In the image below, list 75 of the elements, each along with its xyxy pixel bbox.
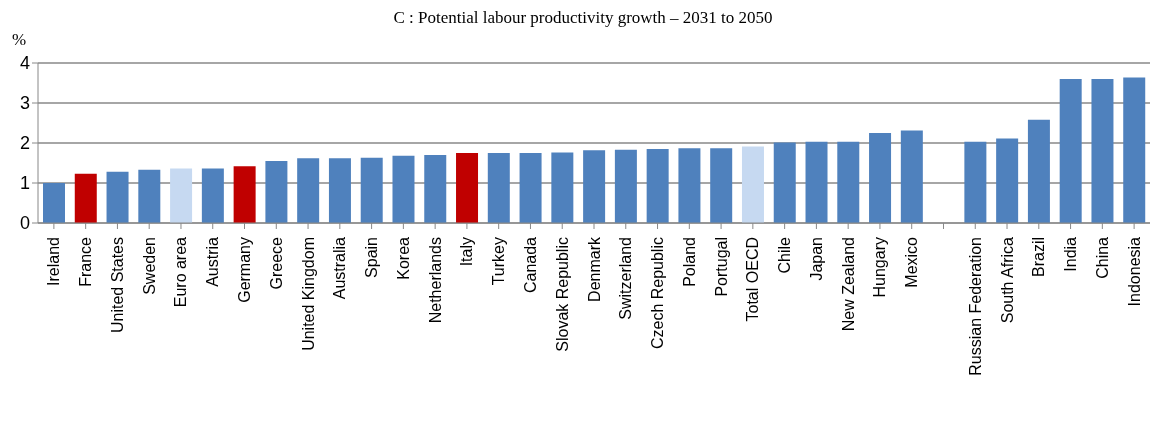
chart-title: C : Potential labour productivity growth – 2031 to 2050 <box>392 8 774 28</box>
x-tick-label: Austria <box>204 236 222 287</box>
bar <box>201 168 224 223</box>
bar <box>900 130 923 223</box>
x-tick-label: Denmark <box>585 236 603 302</box>
bar <box>519 153 542 223</box>
x-tick-label: Chile <box>776 236 794 274</box>
x-tick-label: Czech Republic <box>649 237 667 350</box>
x-tick-label: Japan <box>807 237 825 281</box>
y-tick-label: 3 <box>19 93 30 114</box>
bar <box>456 153 479 223</box>
x-tick-label: Sweden <box>140 237 158 295</box>
bar <box>1059 79 1082 223</box>
bar <box>392 155 415 223</box>
bar <box>1091 79 1114 223</box>
y-tick-label: 1 <box>19 173 30 194</box>
x-tick-label: Portugal <box>712 237 730 297</box>
bar <box>869 133 892 223</box>
x-tick-label: Korea <box>394 236 412 280</box>
y-tick-label: 4 <box>19 53 30 74</box>
bar <box>1123 77 1146 223</box>
x-tick-label: Italy <box>458 237 476 267</box>
bar <box>551 152 574 223</box>
y-tick-label: 0 <box>19 213 30 234</box>
bar <box>297 158 320 223</box>
x-tick-label: Ireland <box>45 237 63 286</box>
bar <box>233 166 256 223</box>
x-tick-label: Turkey <box>490 237 508 286</box>
bar <box>614 149 637 223</box>
bar <box>964 141 987 223</box>
bar <box>773 142 796 223</box>
x-tick-label: Russian Federation <box>966 237 984 376</box>
x-tick-label: New Zealand <box>839 237 857 332</box>
x-tick-label: Total OECD <box>744 237 762 322</box>
bar <box>741 146 764 223</box>
x-tick-label: Canada <box>521 236 539 294</box>
x-tick-label: South Africa <box>998 236 1016 324</box>
x-tick-label: Brazil <box>1030 237 1048 278</box>
x-tick-label: Poland <box>680 237 698 287</box>
x-tick-label: Mexico <box>903 236 921 288</box>
bar <box>106 171 129 223</box>
x-tick-label: Euro area <box>172 236 190 308</box>
bar <box>138 169 161 223</box>
bar <box>1027 119 1050 223</box>
bar <box>646 149 669 223</box>
x-tick-label: Switzerland <box>617 237 635 320</box>
x-tick-label: United Kingdom <box>299 237 317 351</box>
bar <box>805 141 828 223</box>
x-tick-label: United States <box>108 237 126 334</box>
bar <box>583 150 606 223</box>
bar <box>74 173 97 223</box>
x-tick-label: France <box>77 236 95 287</box>
bar <box>710 148 733 223</box>
bar <box>837 141 860 223</box>
bar <box>265 161 288 223</box>
x-tick-label: Greece <box>267 236 285 290</box>
bar <box>996 138 1019 223</box>
x-tick-label: Indonesia <box>1125 236 1143 307</box>
y-tick-label: 2 <box>19 133 30 154</box>
x-tick-label: Germany <box>236 237 254 303</box>
x-tick-label: Hungary <box>871 237 889 298</box>
bar <box>43 183 65 223</box>
bar <box>678 148 701 223</box>
y-axis-title: % <box>12 30 27 50</box>
bar <box>328 158 351 223</box>
bar <box>424 155 447 223</box>
x-tick-label: Spain <box>363 237 381 278</box>
x-tick-label: India <box>1062 236 1080 272</box>
x-tick-label: Australia <box>331 236 349 300</box>
x-tick-label: China <box>1093 236 1111 279</box>
x-tick-label: Netherlands <box>426 237 444 324</box>
bar <box>170 168 193 223</box>
bar <box>360 157 383 223</box>
bar <box>487 153 510 223</box>
x-tick-label: Slovak Republic <box>553 237 571 352</box>
